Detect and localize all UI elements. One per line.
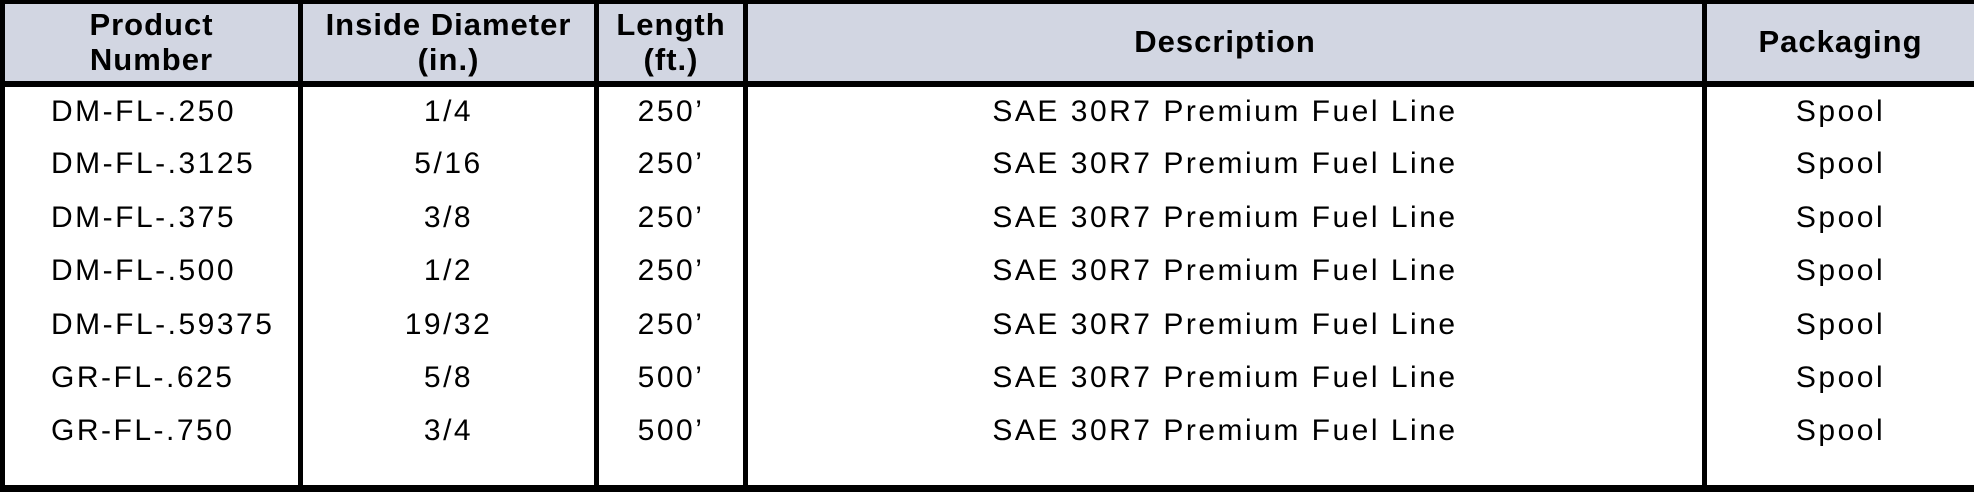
cell-packaging: Spool [1702, 351, 1974, 405]
spacer-cell [298, 458, 599, 489]
cell-description: SAE 30R7 Premium Fuel Line [743, 244, 1707, 298]
cell-packaging: Spool [1702, 84, 1974, 138]
spacer-cell [1702, 458, 1974, 489]
header-line: Inside Diameter [325, 6, 572, 42]
table-row: DM-FL-.250 1/4 250’ SAE 30R7 Premium Fue… [0, 84, 1974, 138]
table-row: DM-FL-.59375 19/32 250’ SAE 30R7 Premium… [0, 297, 1974, 352]
table-header: Product Number Inside Diameter (in.) Len… [0, 2, 1974, 87]
cell-inside-diameter: 3/4 [298, 404, 599, 459]
cell-inside-diameter: 1/4 [298, 84, 599, 138]
header-line: Description [1134, 24, 1316, 60]
cell-length: 500’ [594, 404, 748, 459]
cell-packaging: Spool [1702, 244, 1974, 298]
cell-length: 250’ [594, 137, 748, 191]
cell-product-number: DM-FL-.250 [0, 84, 303, 138]
cell-length: 250’ [594, 84, 748, 138]
cell-product-number: DM-FL-.3125 [0, 137, 303, 191]
column-header-description: Description [743, 2, 1707, 87]
cell-packaging: Spool [1702, 297, 1974, 352]
cell-inside-diameter: 19/32 [298, 297, 599, 352]
cell-product-number: DM-FL-.500 [0, 244, 303, 298]
cell-length: 250’ [594, 297, 748, 352]
column-header-inside-diameter: Inside Diameter (in.) [298, 2, 599, 87]
table-row: DM-FL-.500 1/2 250’ SAE 30R7 Premium Fue… [0, 244, 1974, 298]
header-line: (in.) [417, 41, 480, 77]
cell-length: 250’ [594, 190, 748, 245]
cell-inside-diameter: 3/8 [298, 190, 599, 245]
column-header-length: Length (ft.) [594, 2, 748, 87]
table-row: GR-FL-.750 3/4 500’ SAE 30R7 Premium Fue… [0, 404, 1974, 459]
cell-description: SAE 30R7 Premium Fuel Line [743, 137, 1707, 191]
cell-description: SAE 30R7 Premium Fuel Line [743, 351, 1707, 405]
spacer-cell [0, 458, 303, 489]
cell-length: 500’ [594, 351, 748, 405]
column-header-packaging: Packaging [1702, 2, 1974, 87]
cell-description: SAE 30R7 Premium Fuel Line [743, 190, 1707, 245]
header-line: Packaging [1758, 24, 1923, 60]
cell-description: SAE 30R7 Premium Fuel Line [743, 84, 1707, 138]
cell-packaging: Spool [1702, 137, 1974, 191]
table-bottom-spacer-row [0, 458, 1974, 489]
header-line: Number [89, 41, 214, 77]
cell-packaging: Spool [1702, 404, 1974, 459]
column-header-product-number: Product Number [0, 2, 303, 87]
header-line: Length [616, 6, 726, 42]
cell-inside-diameter: 1/2 [298, 244, 599, 298]
cell-product-number: GR-FL-.750 [0, 404, 303, 459]
header-line: Product [89, 6, 214, 42]
spacer-cell [743, 458, 1707, 489]
cell-inside-diameter: 5/8 [298, 351, 599, 405]
table-body: DM-FL-.250 1/4 250’ SAE 30R7 Premium Fue… [0, 84, 1974, 489]
table-row: DM-FL-.3125 5/16 250’ SAE 30R7 Premium F… [0, 137, 1974, 191]
header-line: (ft.) [643, 41, 699, 77]
table-row: DM-FL-.375 3/8 250’ SAE 30R7 Premium Fue… [0, 190, 1974, 245]
cell-packaging: Spool [1702, 190, 1974, 245]
cell-product-number: GR-FL-.625 [0, 351, 303, 405]
cell-product-number: DM-FL-.375 [0, 190, 303, 245]
spacer-cell [594, 458, 748, 489]
cell-length: 250’ [594, 244, 748, 298]
cell-description: SAE 30R7 Premium Fuel Line [743, 297, 1707, 352]
cell-product-number: DM-FL-.59375 [0, 297, 303, 352]
header-row: Product Number Inside Diameter (in.) Len… [0, 2, 1974, 87]
cell-inside-diameter: 5/16 [298, 137, 599, 191]
cell-description: SAE 30R7 Premium Fuel Line [743, 404, 1707, 459]
table-row: GR-FL-.625 5/8 500’ SAE 30R7 Premium Fue… [0, 351, 1974, 405]
